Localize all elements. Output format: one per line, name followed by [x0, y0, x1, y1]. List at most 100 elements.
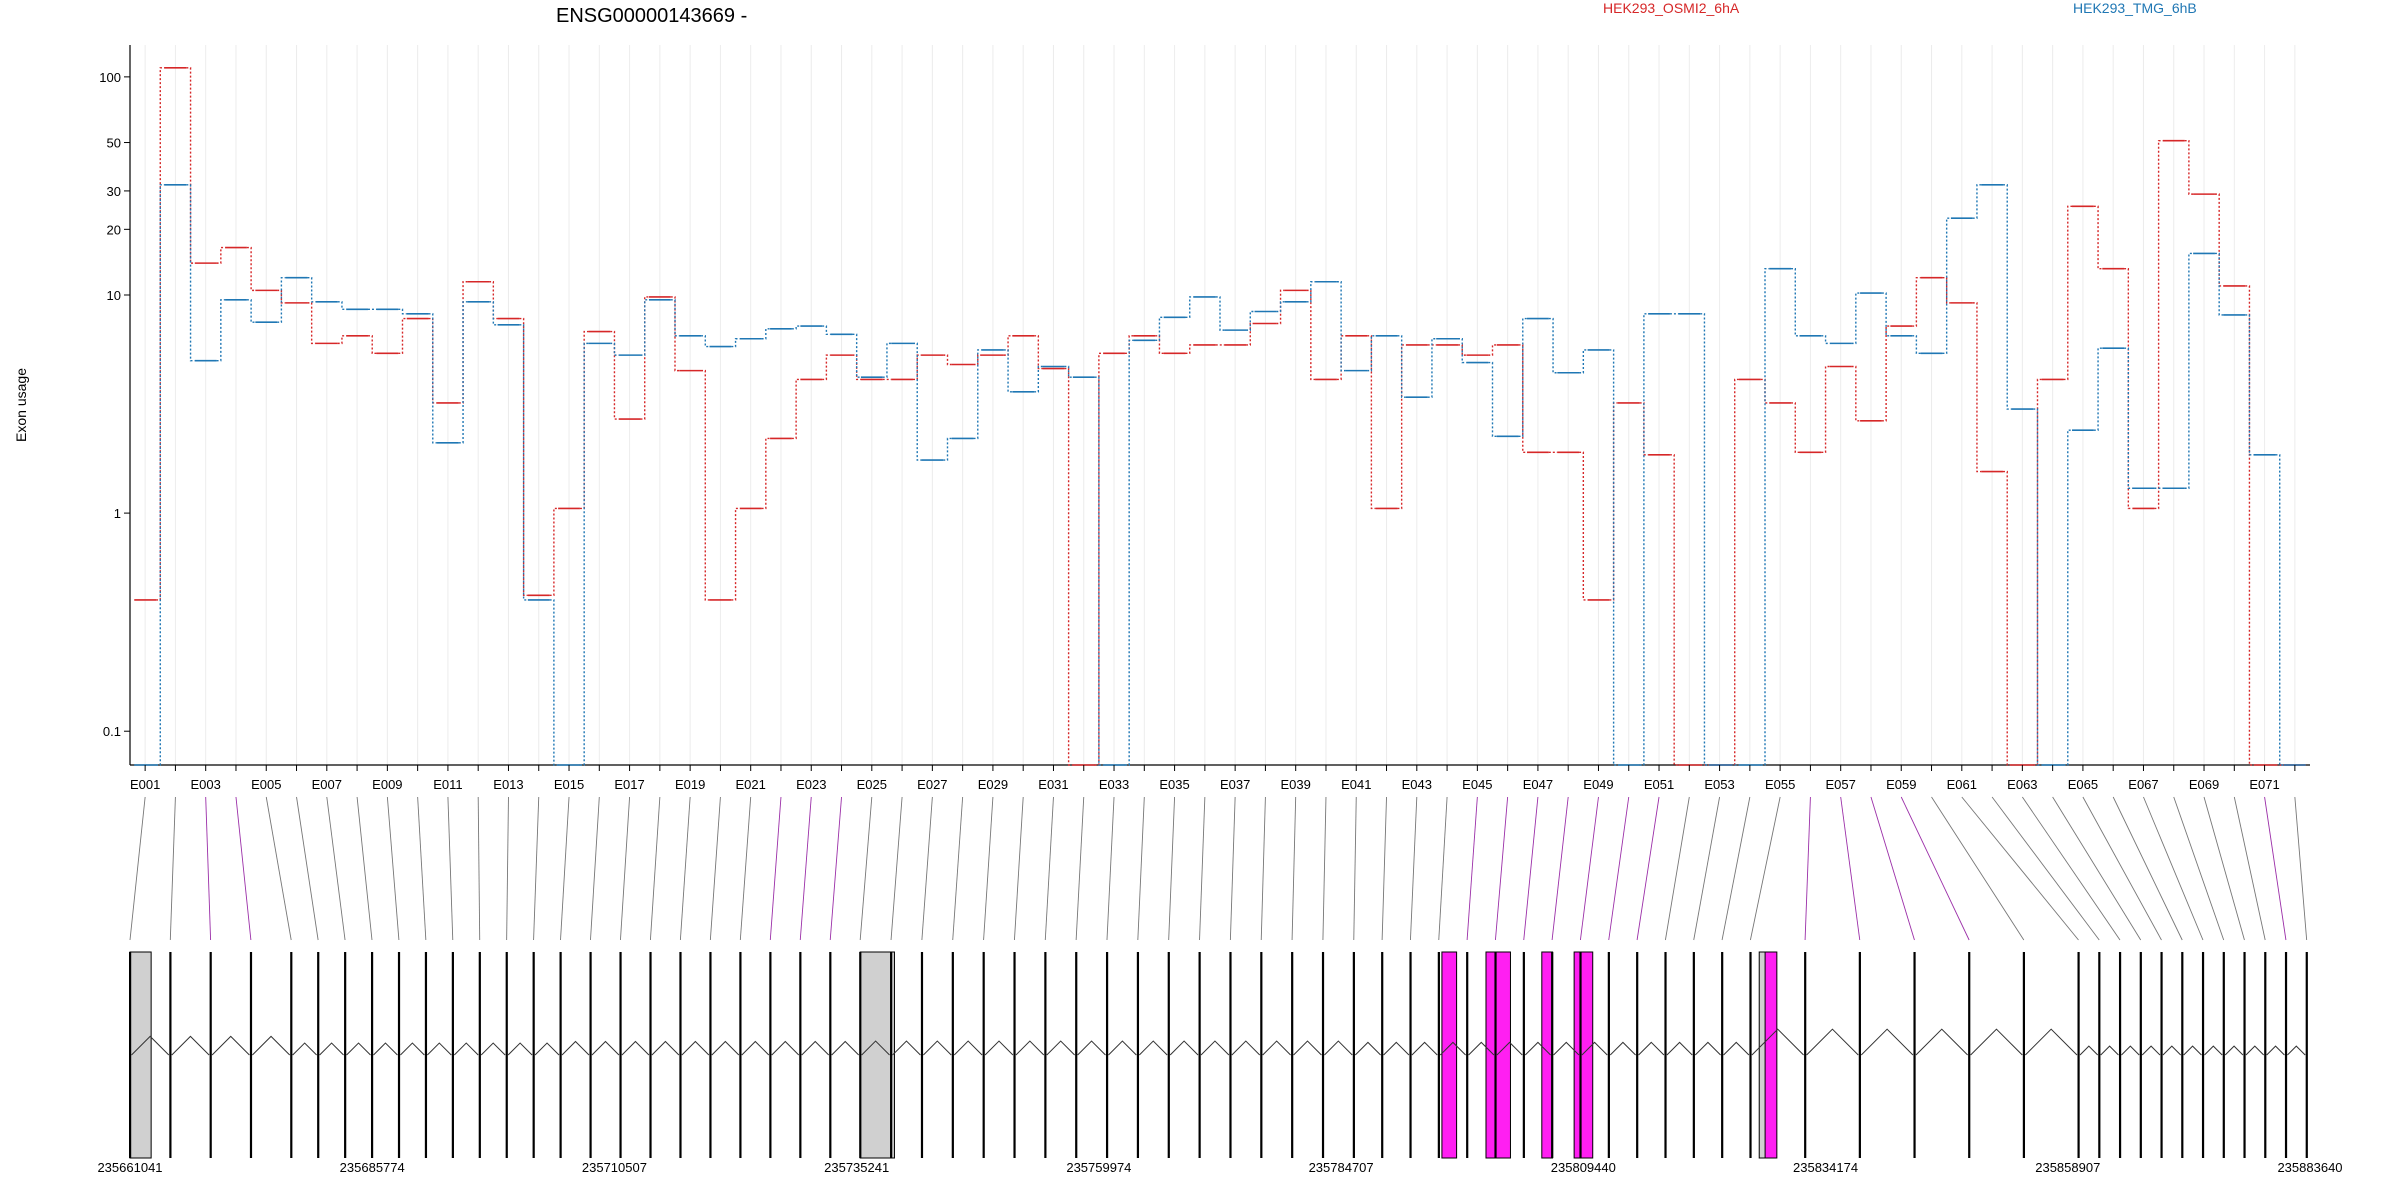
- exon-tick-label: E003: [191, 777, 221, 792]
- exon-block: [1198, 952, 1201, 1158]
- exon-connector-line: [1291, 796, 1297, 941]
- exon-block: [1291, 952, 1294, 1158]
- intron-line: [1806, 1028, 1859, 1056]
- series-connector: [398, 308, 407, 315]
- series-connector: [1215, 296, 1225, 331]
- y-tick-label: 0.1: [103, 724, 121, 739]
- intron-line: [211, 1035, 250, 1056]
- exon-connector-line: [506, 796, 509, 941]
- exon-tick-label: E017: [614, 777, 644, 792]
- series-connector: [1972, 184, 1982, 219]
- exon-connector-line: [2233, 796, 2266, 941]
- series-connector: [489, 301, 498, 326]
- exon-tick-label: E037: [1220, 777, 1250, 792]
- exon-tick-label: E049: [1583, 777, 1613, 792]
- exon-block: [1764, 951, 1778, 1159]
- exon-connector-line: [1229, 796, 1236, 941]
- series-connector: [186, 184, 195, 362]
- exon-connector-line: [1260, 796, 1266, 941]
- series-connector: [943, 437, 952, 461]
- series-connector: [2184, 139, 2194, 195]
- legend-entry-osmi2: HEK293_OSMI2_6hA: [1603, 0, 1740, 16]
- series-connector: [1791, 267, 1800, 337]
- series-connector: [1003, 335, 1013, 356]
- exon-connector-line: [1044, 796, 1054, 941]
- exon-block: [559, 952, 562, 1158]
- exon-connector-line: [1551, 796, 1569, 941]
- series-connector: [216, 246, 226, 264]
- exon-connector-line: [739, 796, 752, 941]
- series-connector: [1821, 365, 1830, 453]
- exon-connector-line: [205, 796, 212, 941]
- exon-block: [1968, 952, 1971, 1158]
- exon-tick-label: E025: [857, 777, 887, 792]
- series-connector: [1609, 349, 1618, 766]
- series-connector: [307, 277, 316, 303]
- exon-connector-line: [169, 796, 176, 941]
- exon-tick-label: E067: [2128, 777, 2158, 792]
- grid-lines: [144, 45, 2296, 765]
- exon-connector-line: [417, 796, 427, 941]
- intron-line: [711, 1040, 740, 1056]
- exon-connector-line: [1106, 796, 1115, 941]
- series-connector: [1760, 267, 1770, 766]
- series-connector: [1700, 313, 1709, 766]
- series-connector: [912, 342, 922, 461]
- series-connector: [701, 335, 710, 348]
- exon-connector-line: [356, 796, 373, 941]
- series-connector: [2063, 205, 2073, 381]
- exon-tick-label: E055: [1765, 777, 1795, 792]
- exon-block: [1409, 952, 1412, 1158]
- exon-connector-line: [649, 796, 661, 941]
- exon-connector-line: [952, 796, 964, 941]
- genomic-tick-label: 235735241: [824, 1160, 889, 1175]
- exon-connector-line: [1168, 796, 1176, 941]
- series-connector: [246, 299, 256, 323]
- exon-connector-line: [477, 796, 481, 941]
- intron-line: [801, 1040, 830, 1056]
- series-connector: [1972, 302, 1982, 473]
- exon-block: [1551, 952, 1554, 1158]
- intron-line: [2266, 1045, 2285, 1056]
- exon-block: [1441, 951, 1458, 1159]
- exon-tick-label: E057: [1826, 777, 1856, 792]
- series-connector: [1851, 365, 1861, 422]
- exon-connector-line: [533, 796, 540, 941]
- intron-line: [1915, 1028, 1968, 1056]
- series-connector: [1730, 378, 1739, 766]
- genomic-coordinate-axis: 235661041 235685774 235710507 235735241 2357…: [97, 1160, 2342, 1175]
- intron-line: [1468, 1041, 1495, 1056]
- series-connector: [2033, 378, 2042, 766]
- genomic-tick-label: 235858907: [2035, 1160, 2100, 1175]
- series-connector: [216, 299, 226, 362]
- exon-block: [1573, 951, 1594, 1159]
- intron-line: [923, 1040, 952, 1056]
- exon-block: [1636, 952, 1639, 1158]
- series-connector: [791, 325, 801, 330]
- intron-line: [1666, 1041, 1693, 1056]
- intron-line: [373, 1042, 398, 1056]
- series-connector: [2245, 285, 2254, 766]
- series-connector: [1881, 325, 1891, 422]
- exon-block: [1692, 952, 1695, 1158]
- series-connector: [1185, 296, 1194, 319]
- series-connector: [973, 349, 983, 440]
- intron-line: [1581, 1041, 1608, 1056]
- exon-connector-line: [769, 796, 782, 941]
- series-connector: [1246, 322, 1255, 346]
- intron-line: [1751, 1028, 1804, 1056]
- series-lines: [134, 67, 2306, 766]
- series-connector: [822, 354, 831, 381]
- genomic-tick-label: 235784707: [1309, 1160, 1374, 1175]
- exon-block: [2160, 952, 2163, 1158]
- exon-block: [1437, 952, 1440, 1158]
- series-connector: [337, 301, 347, 310]
- exon-block: [589, 952, 592, 1158]
- intron-line: [1015, 1040, 1045, 1056]
- intron-line: [1694, 1041, 1721, 1056]
- exon-connector-line: [129, 796, 146, 941]
- intron-line: [831, 1040, 860, 1056]
- series-connector: [2002, 184, 2012, 410]
- genomic-tick-label: 235759974: [1066, 1160, 1131, 1175]
- exon-tick-label: E041: [1341, 777, 1371, 792]
